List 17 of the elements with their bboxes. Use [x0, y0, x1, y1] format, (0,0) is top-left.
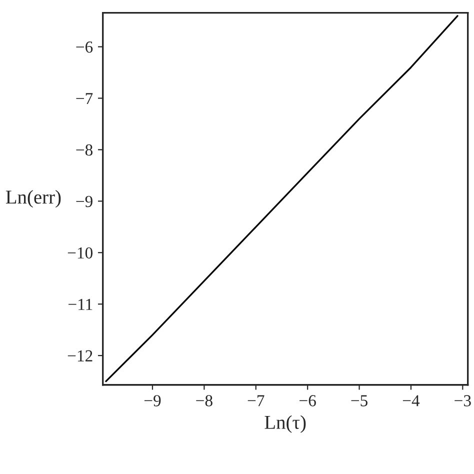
y-tick-label: −8 [76, 144, 92, 156]
x-axis-title: Ln(τ) [264, 415, 306, 433]
y-tick-label: −11 [68, 298, 92, 310]
y-tick-label: −9 [76, 196, 92, 208]
x-tick-label: −4 [402, 395, 420, 406]
x-tick-label: −3 [454, 395, 471, 406]
x-tick-label: −9 [144, 395, 161, 406]
y-axis-title: Ln(err) [6, 190, 61, 208]
x-tick-label: −6 [300, 395, 316, 406]
y-tick-label: −10 [68, 247, 92, 259]
x-tick-label: −8 [196, 395, 212, 406]
x-tick-label: −5 [351, 395, 368, 406]
y-tick-label: −7 [76, 93, 93, 104]
line-series [105, 15, 458, 382]
x-tick-label: −7 [248, 395, 264, 406]
y-tick-label: −12 [68, 350, 92, 362]
y-tick-label: −6 [76, 42, 93, 53]
